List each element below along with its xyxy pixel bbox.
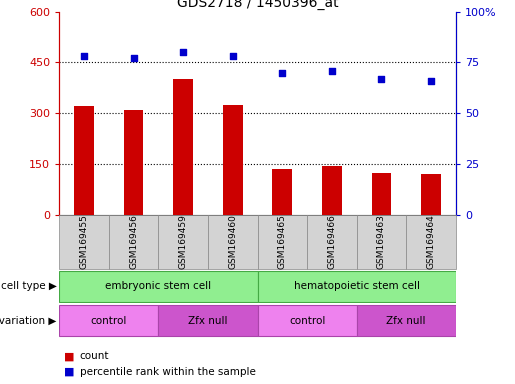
Text: genotype/variation ▶: genotype/variation ▶	[0, 316, 57, 326]
Text: hematopoietic stem cell: hematopoietic stem cell	[294, 281, 420, 291]
Bar	[159, 305, 258, 336]
Point	[179, 49, 187, 55]
Text: GSM169459: GSM169459	[179, 215, 187, 269]
Point	[377, 76, 386, 82]
Text: Zfx null: Zfx null	[386, 316, 426, 326]
Text: cell type ▶: cell type ▶	[1, 281, 57, 291]
Title: GDS2718 / 1450396_at: GDS2718 / 1450396_at	[177, 0, 338, 10]
Text: GSM169455: GSM169455	[79, 215, 89, 269]
Bar	[59, 305, 159, 336]
Point	[80, 53, 88, 60]
Bar	[59, 215, 109, 269]
Bar	[258, 271, 456, 302]
Text: GSM169463: GSM169463	[377, 215, 386, 269]
Bar	[406, 215, 456, 269]
Text: embryonic stem cell: embryonic stem cell	[105, 281, 212, 291]
Bar	[307, 215, 356, 269]
Bar	[124, 110, 144, 215]
Point	[278, 70, 286, 76]
Bar	[272, 169, 292, 215]
Text: GSM169460: GSM169460	[228, 215, 237, 269]
Bar	[109, 215, 159, 269]
Bar	[258, 215, 307, 269]
Bar	[356, 215, 406, 269]
Point	[328, 68, 336, 74]
Bar	[223, 105, 243, 215]
Text: GSM169456: GSM169456	[129, 215, 138, 269]
Point	[229, 53, 237, 60]
Text: ■: ■	[64, 367, 75, 377]
Bar	[371, 173, 391, 215]
Bar	[258, 305, 356, 336]
Bar	[421, 174, 441, 215]
Text: GSM169466: GSM169466	[328, 215, 336, 269]
Text: control: control	[91, 316, 127, 326]
Point	[427, 78, 435, 84]
Bar	[173, 79, 193, 215]
Text: control: control	[289, 316, 325, 326]
Text: Zfx null: Zfx null	[188, 316, 228, 326]
Bar	[356, 305, 456, 336]
Point	[129, 55, 138, 61]
Bar	[159, 215, 208, 269]
Bar	[59, 271, 258, 302]
Text: GSM169464: GSM169464	[426, 215, 436, 269]
Text: percentile rank within the sample: percentile rank within the sample	[80, 367, 256, 377]
Bar	[322, 166, 342, 215]
Text: GSM169465: GSM169465	[278, 215, 287, 269]
Bar	[74, 106, 94, 215]
Text: count: count	[80, 351, 109, 361]
Bar	[208, 215, 258, 269]
Text: ■: ■	[64, 351, 75, 361]
